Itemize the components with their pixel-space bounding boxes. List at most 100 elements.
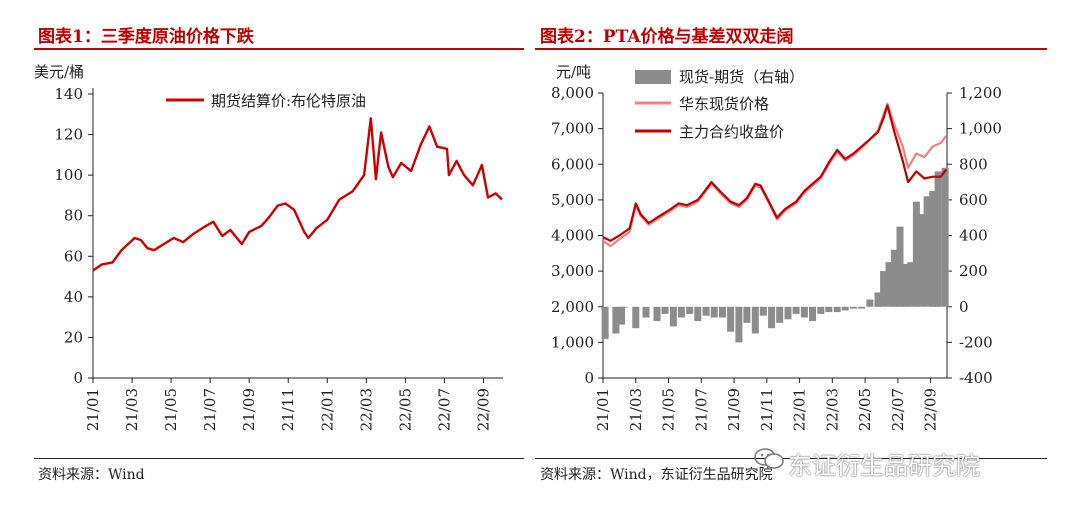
y-tick-label-left: 5,000: [551, 191, 594, 209]
y-tick-label-left: 2,000: [551, 298, 594, 316]
y-tick-label: 120: [54, 126, 83, 144]
y-tick-label: 140: [54, 85, 83, 103]
basis-bar: [901, 264, 909, 307]
y-tick-label-right: 1,000: [959, 120, 1002, 138]
panel1-title: 图表1：三季度原油价格下跌: [38, 27, 254, 47]
basis-bar: [833, 306, 841, 313]
basis-bar: [759, 306, 767, 316]
crude-oil-panel: 图表1：三季度原油价格下跌 美元/桶 0 20 40 60 80 100 120 140 21/0…: [0, 0, 535, 514]
basis-bar: [850, 306, 857, 309]
y-tick-label-right: 0: [959, 298, 969, 316]
legend-label-basis: 现货-期货（右轴）: [679, 68, 804, 86]
legend-swatch-basis: [635, 70, 671, 84]
basis-bar: [677, 306, 685, 318]
x-tick-label: 21/07: [201, 388, 219, 431]
y-tick-label-left: 4,000: [551, 227, 594, 245]
basis-bar: [642, 306, 650, 318]
basis-bar: [825, 306, 833, 313]
x-tick-label: 21/03: [123, 388, 141, 431]
basis-bar: [800, 306, 808, 318]
x-tick-label: 22/09: [474, 388, 492, 431]
basis-bar: [653, 306, 661, 322]
basis-bar: [941, 167, 949, 307]
basis-bar: [768, 306, 776, 329]
x-tick-label: 21/03: [627, 388, 645, 431]
x-tick-label: 22/07: [435, 388, 453, 431]
y-tick-label-left: 0: [584, 369, 594, 387]
x-tick-label: 21/11: [758, 388, 776, 431]
y-tick-label-left: 7,000: [551, 120, 594, 138]
basis-bar: [661, 306, 669, 314]
basis-bar: [907, 262, 915, 307]
x-tick-label: 21/07: [692, 388, 710, 431]
y-tick-label: 60: [64, 247, 83, 265]
basis-bar: [890, 249, 898, 307]
basis-bar: [792, 306, 800, 314]
basis-bar: [809, 306, 816, 322]
basis-bar: [866, 299, 874, 307]
x-tick-label: 21/05: [162, 388, 180, 431]
basis-bar: [618, 306, 625, 325]
basis-bar: [743, 306, 751, 323]
y-axis-unit-left: 元/吨: [556, 63, 591, 81]
x-tick-label: 21/11: [279, 388, 297, 431]
x-tick-label: 21/01: [594, 388, 612, 431]
basis-bar: [858, 306, 866, 309]
basis-bar: [929, 191, 937, 307]
panel2-source-rule: [535, 458, 1047, 459]
basis-bar: [885, 262, 893, 307]
basis-bar: [751, 306, 759, 334]
x-tick-label: 22/03: [823, 388, 841, 431]
basis-bar: [710, 306, 718, 318]
x-tick-label: 21/09: [240, 388, 258, 431]
x-tick-label: 21/05: [660, 388, 678, 431]
panel2-title: 图表2：PTA价格与基差双双走阔: [540, 27, 794, 47]
legend-label-spot: 华东现货价格: [679, 95, 769, 113]
panel1-source-rule: [34, 458, 524, 459]
series-line-brent: [92, 117, 503, 272]
legend-label-futures: 主力合约收盘价: [679, 123, 784, 141]
y-tick-label-left: 6,000: [551, 155, 594, 173]
legend-label-brent: 期货结算价:布伦特原油: [211, 92, 366, 110]
y-tick-label-left: 8,000: [551, 84, 594, 102]
basis-bar: [632, 306, 640, 329]
y-axis-unit: 美元/桶: [34, 63, 84, 81]
wechat-icon: [754, 448, 784, 469]
x-tick-label: 22/09: [922, 388, 940, 431]
y-tick-label-right: 800: [959, 155, 988, 173]
panel2-title-rule: [535, 48, 1047, 50]
y-tick-label-right: 400: [959, 227, 988, 245]
basis-bar: [612, 306, 620, 334]
y-tick-label-right: -200: [959, 333, 993, 351]
x-tick-label: 22/01: [318, 388, 336, 431]
crude-oil-chart: 美元/桶 0 20 40 60 80 100 120 140 21/01 21/03 21/05 21/…: [34, 63, 503, 431]
series-line-spot: [602, 102, 948, 248]
y-tick-label-right: 600: [959, 191, 988, 209]
basis-bar: [694, 306, 702, 322]
basis-bar: [880, 271, 888, 307]
basis-bar: [918, 214, 926, 307]
x-tick-label: 22/01: [791, 388, 809, 431]
basis-bar: [719, 306, 726, 318]
basis-bar: [735, 306, 743, 343]
y-tick-label-left: 3,000: [551, 262, 594, 280]
panel1-source: 资料来源：Wind: [38, 467, 145, 483]
basis-bar: [601, 306, 609, 339]
panel1-title-rule: [34, 48, 524, 50]
pta-panel: 图表2：PTA价格与基差双双走阔 元/吨 0 1,000 2,000 3,000 4,00…: [535, 0, 1080, 514]
basis-bar: [923, 196, 931, 307]
basis-bar: [686, 306, 694, 314]
basis-bar: [817, 306, 825, 314]
y-tick-label: 80: [64, 207, 83, 225]
basis-bar: [912, 201, 920, 307]
basis-bar: [702, 306, 710, 316]
y-tick-label-left: 1,000: [551, 333, 594, 351]
y-tick-label: 100: [54, 166, 83, 184]
y-tick-label: 0: [73, 369, 83, 387]
basis-bar: [841, 306, 849, 311]
watermark: 东证衍生品研究院: [788, 452, 980, 480]
basis-bar: [776, 306, 784, 323]
x-tick-label: 22/05: [856, 388, 874, 431]
x-tick-label: 22/07: [889, 388, 907, 431]
series-line-futures: [602, 104, 948, 242]
